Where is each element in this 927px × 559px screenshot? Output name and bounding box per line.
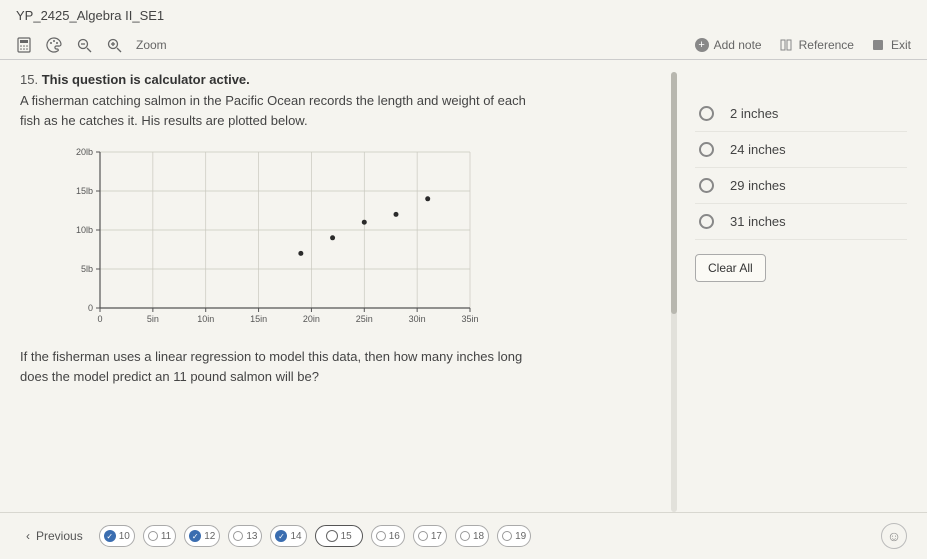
question-status: This question is calculator active. [42,72,250,87]
answer-panel: 2 inches 24 inches 29 inches 31 inches C… [677,72,907,512]
answer-label: 24 inches [730,142,786,157]
ring-icon [326,530,338,542]
question-nav-19[interactable]: 19 [497,525,531,547]
smiley-icon: ☺ [887,528,901,544]
check-icon: ✓ [275,530,287,542]
zoom-label: Zoom [136,38,167,52]
plus-icon: + [695,38,709,52]
svg-text:10in: 10in [197,314,214,324]
exit-label: Exit [891,38,911,52]
question-prompt-1: A fisherman catching salmon in the Pacif… [20,91,540,130]
zoom-in-icon[interactable] [106,37,122,53]
toolbar: Zoom + Add note Reference Exit [0,31,927,60]
scrollbar[interactable] [671,72,677,512]
svg-text:0: 0 [97,314,102,324]
reference-button[interactable]: Reference [778,37,854,53]
question-number: 15. [20,72,38,87]
chevron-left-icon: ‹ [26,529,30,543]
reference-label: Reference [799,38,854,52]
check-icon: ✓ [104,530,116,542]
answer-option[interactable]: 29 inches [695,168,907,204]
question-nav-17[interactable]: 17 [413,525,447,547]
book-icon [778,37,794,53]
svg-text:5lb: 5lb [81,264,93,274]
svg-text:15in: 15in [250,314,267,324]
check-icon: ✓ [189,530,201,542]
question-nav-16[interactable]: 16 [371,525,405,547]
ring-icon [233,531,243,541]
radio-icon [699,178,714,193]
question-nav-13[interactable]: 13 [228,525,262,547]
question-nav-15[interactable]: 15 [315,525,363,547]
svg-text:30in: 30in [409,314,426,324]
add-note-button[interactable]: + Add note [695,38,762,52]
ring-icon [460,531,470,541]
svg-text:20in: 20in [303,314,320,324]
svg-text:15lb: 15lb [76,186,93,196]
clear-all-button[interactable]: Clear All [695,254,766,282]
ring-icon [418,531,428,541]
exit-button[interactable]: Exit [870,37,911,53]
question-nav-11[interactable]: 11 [143,525,176,547]
exit-icon [870,37,886,53]
ring-icon [376,531,386,541]
svg-text:5in: 5in [147,314,159,324]
answer-option[interactable]: 24 inches [695,132,907,168]
question-nav-18[interactable]: 18 [455,525,489,547]
svg-text:25in: 25in [356,314,373,324]
svg-text:10lb: 10lb [76,225,93,235]
radio-icon [699,106,714,121]
answer-label: 2 inches [730,106,778,121]
previous-button[interactable]: ‹ Previous [20,525,89,547]
footer-nav: ‹ Previous ✓10 11 ✓12 13 ✓14 15 16 17 18 19 ☺ [0,512,927,559]
question-nav-10[interactable]: ✓10 [99,525,135,547]
answer-label: 29 inches [730,178,786,193]
question-nav-14[interactable]: ✓14 [270,525,306,547]
ring-icon [148,531,158,541]
previous-label: Previous [36,529,83,543]
ring-icon [502,531,512,541]
radio-icon [699,214,714,229]
svg-text:20lb: 20lb [76,147,93,157]
question-nav-12[interactable]: ✓12 [184,525,220,547]
zoom-out-icon[interactable] [76,37,92,53]
radio-icon [699,142,714,157]
svg-text:0: 0 [88,303,93,313]
answer-label: 31 inches [730,214,786,229]
question-prompt-2: If the fisherman uses a linear regressio… [20,347,540,386]
question-header: 15. This question is calculator active. [20,72,647,87]
palette-icon[interactable] [46,37,62,53]
calculator-icon[interactable] [16,37,32,53]
scatter-chart: 0 5in 10in 15in 20in 25in 30in 35in 0 5lb 10lb 15lb… [60,142,647,337]
add-note-label: Add note [714,38,762,52]
question-panel: 15. This question is calculator active. … [20,72,647,512]
answer-option[interactable]: 31 inches [695,204,907,240]
feedback-button[interactable]: ☺ [881,523,907,549]
document-title: YP_2425_Algebra II_SE1 [0,0,927,31]
answer-option[interactable]: 2 inches [695,96,907,132]
svg-text:35in: 35in [461,314,478,324]
